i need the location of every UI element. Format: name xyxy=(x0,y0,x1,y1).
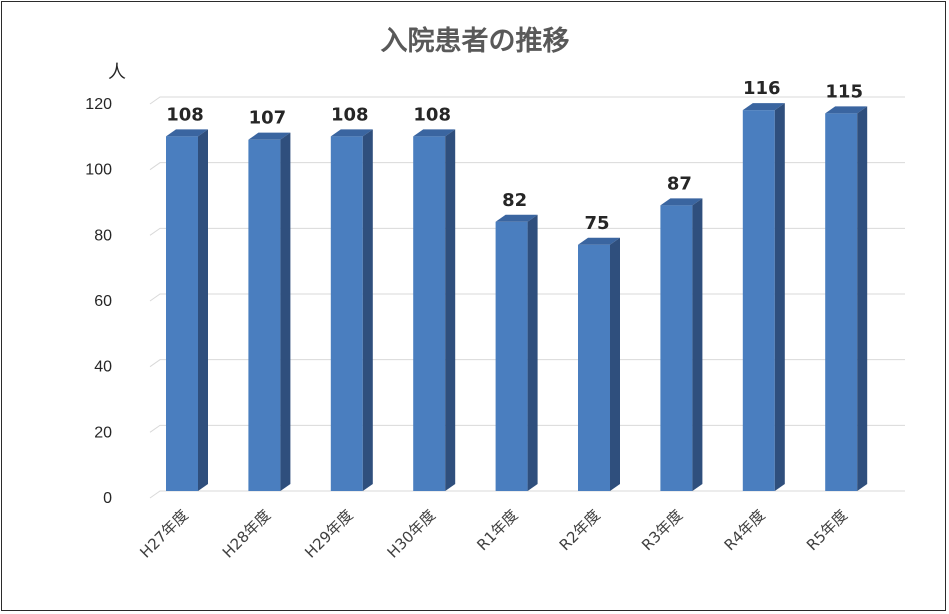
x-tick-label: R1年度 xyxy=(473,506,521,554)
x-axis-categories: H27年度 H28年度 H29年度 H30年度 R1年度 R2年度 R3年度 R4年度 R5年度 xyxy=(136,506,851,561)
data-label: 87 xyxy=(667,173,692,194)
x-tick-label: R3年度 xyxy=(638,506,686,554)
y-axis-ticks: 0 20 40 60 80 100 120 xyxy=(85,96,112,507)
y-tick-label: 100 xyxy=(85,162,112,179)
bar xyxy=(330,129,373,491)
gridline xyxy=(149,293,905,302)
bar xyxy=(495,214,538,491)
bar xyxy=(660,198,703,491)
chart-title: 入院患者の推移 xyxy=(381,25,570,57)
data-label: 108 xyxy=(166,104,204,125)
gridline xyxy=(149,424,905,433)
gridline xyxy=(149,227,905,236)
y-tick-label: 0 xyxy=(103,490,112,507)
x-tick-label: R2年度 xyxy=(556,506,604,554)
y-tick-label: 60 xyxy=(94,293,112,310)
y-tick-label: 40 xyxy=(94,359,112,376)
bar xyxy=(825,106,868,492)
y-axis-unit-label: 人 xyxy=(108,62,126,83)
y-tick-label: 20 xyxy=(94,424,112,441)
x-tick-label: H27年度 xyxy=(136,506,191,561)
gridline xyxy=(149,96,905,105)
bar xyxy=(248,132,291,491)
data-labels: 108 107 108 108 82 75 87 116 115 xyxy=(166,78,863,234)
data-label: 116 xyxy=(743,78,781,99)
data-label: 115 xyxy=(825,81,863,102)
bar xyxy=(578,237,620,491)
x-tick-label: H29年度 xyxy=(301,506,356,561)
x-tick-label: H30年度 xyxy=(384,506,439,561)
gridlines xyxy=(149,96,905,499)
data-label: 75 xyxy=(584,213,609,234)
bar xyxy=(166,129,208,491)
x-tick-label: R5年度 xyxy=(803,506,851,554)
y-tick-label: 80 xyxy=(94,227,112,244)
gridline xyxy=(149,359,905,368)
data-label: 82 xyxy=(502,190,527,211)
x-tick-label: R4年度 xyxy=(721,506,769,554)
bar xyxy=(742,103,785,491)
x-tick-label: H28年度 xyxy=(219,506,274,561)
gridline xyxy=(149,162,905,171)
bar-series xyxy=(166,103,868,492)
gridline xyxy=(149,490,905,499)
y-tick-label: 120 xyxy=(85,96,112,113)
data-label: 108 xyxy=(331,104,369,125)
data-label: 108 xyxy=(413,104,451,125)
bar xyxy=(413,129,456,491)
data-label: 107 xyxy=(249,108,287,129)
